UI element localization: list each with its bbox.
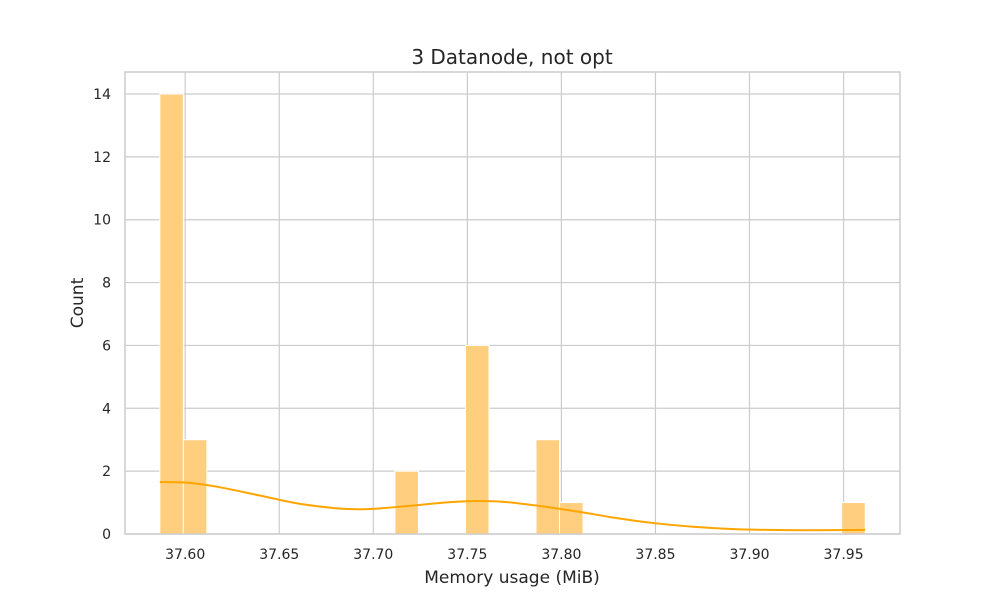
y-tick-label: 6 xyxy=(102,338,111,354)
histogram-bar xyxy=(464,344,490,535)
grid-layer xyxy=(125,72,900,535)
y-tick-labels: 0 2 4 6 8 10 12 14 xyxy=(93,87,111,543)
kde-layer xyxy=(159,481,866,532)
kde-curve xyxy=(159,481,866,532)
x-tick-label: 37.60 xyxy=(165,547,205,563)
y-tick-label: 2 xyxy=(102,464,111,480)
y-tick-label: 0 xyxy=(102,527,111,543)
histogram-bar xyxy=(182,439,208,535)
x-tick-label: 37.95 xyxy=(824,547,864,563)
x-tick-label: 37.80 xyxy=(541,547,581,563)
y-tick-label: 14 xyxy=(93,87,111,103)
y-tick-label: 8 xyxy=(102,276,111,292)
histogram-bar xyxy=(394,470,419,535)
x-tick-label: 37.65 xyxy=(259,547,299,563)
x-tick-labels: 37.60 37.65 37.70 37.75 37.80 37.85 37.90 37.95 xyxy=(165,547,863,563)
histogram-bar xyxy=(559,502,584,535)
x-tick-label: 37.70 xyxy=(353,547,393,563)
plot-frame xyxy=(124,71,901,535)
y-tick-label: 4 xyxy=(102,401,111,417)
x-tick-label: 37.90 xyxy=(729,547,769,563)
x-axis-label: Memory usage (MiB) xyxy=(424,568,600,588)
y-tick-label: 12 xyxy=(93,150,111,166)
histogram-bar xyxy=(159,93,184,535)
x-tick-label: 37.85 xyxy=(635,547,675,563)
bars-layer xyxy=(159,93,866,535)
y-axis-label: Count xyxy=(68,277,88,328)
y-tick-label: 10 xyxy=(93,213,111,229)
chart-title: 3 Datanode, not opt xyxy=(411,45,613,69)
histogram-bar xyxy=(535,439,561,535)
x-tick-label: 37.75 xyxy=(447,547,487,563)
